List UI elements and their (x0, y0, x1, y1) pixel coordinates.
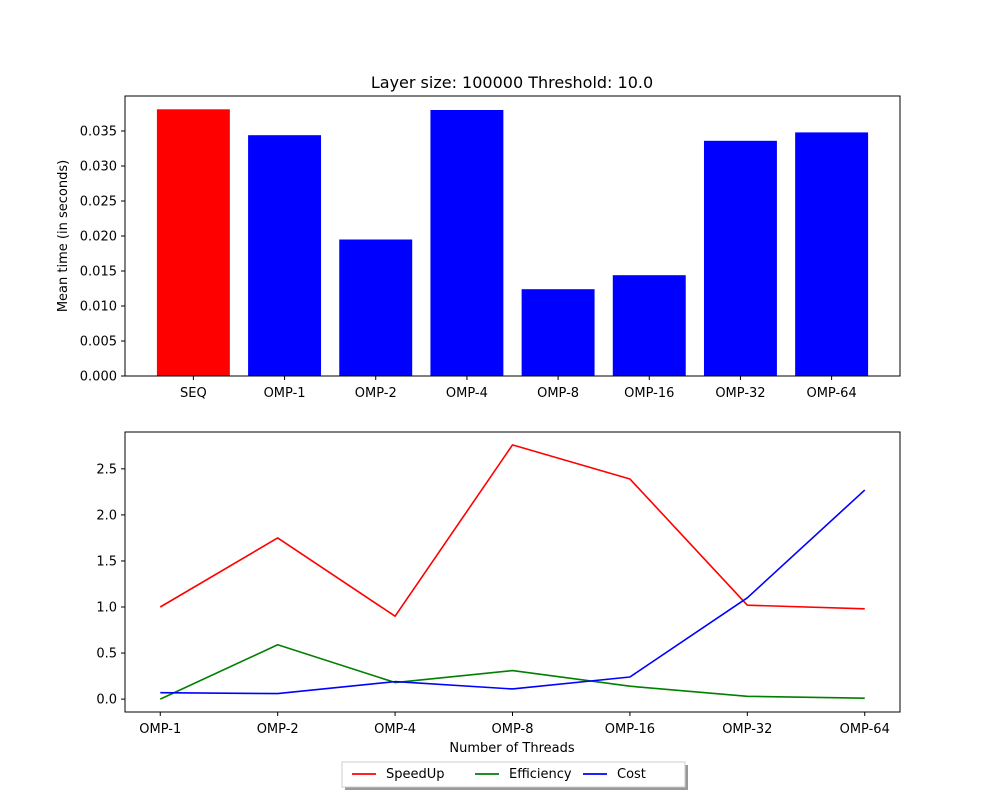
x-tick-label: SEQ (180, 386, 207, 401)
bar-series (156, 109, 869, 377)
line-series-group (159, 444, 866, 700)
y-tick-label: 1.0 (96, 601, 117, 616)
x-tick-label: OMP-32 (715, 386, 765, 401)
y-tick-label: 0.005 (80, 335, 117, 350)
bar-omp-4 (430, 110, 504, 376)
x-tick-label: OMP-1 (139, 722, 181, 737)
bar-omp-16 (612, 275, 686, 376)
line-chart-plot-frame (124, 431, 901, 713)
bar-omp-32 (703, 140, 777, 376)
bar-chart-y-ticks: 0.000 0.005 0.010 0.015 0.020 0.025 0.030 0.035 (80, 125, 125, 385)
bar-omp-8 (521, 289, 595, 376)
x-tick-label: OMP-64 (840, 722, 890, 737)
legend-label-cost: Cost (617, 767, 646, 782)
y-tick-label: 0.035 (80, 125, 117, 140)
bar-omp-64 (795, 132, 869, 376)
x-tick-label: OMP-16 (624, 386, 674, 401)
y-tick-label: 0.015 (80, 265, 117, 280)
y-tick-label: 0.5 (96, 647, 117, 662)
bar-omp-1 (248, 135, 322, 376)
line-chart-x-ticks: OMP-1 OMP-2 OMP-4 OMP-8 OMP-16 OMP-32 OMP-64 (139, 712, 890, 737)
y-tick-label: 2.5 (96, 462, 117, 477)
bar-chart-y-axis-label: Mean time (in seconds) (56, 160, 71, 312)
x-tick-label: OMP-4 (374, 722, 416, 737)
x-tick-label: OMP-64 (806, 386, 856, 401)
line-chart: 0.00.51.01.52.02.5 OMP-1 OMP-2 OMP-4 OMP-8 O… (96, 431, 901, 790)
y-tick-label: 1.5 (96, 554, 117, 569)
line-chart-x-axis-label: Number of Threads (449, 741, 574, 756)
series-line-cost (160, 489, 866, 695)
bar-seq (156, 109, 230, 377)
series-line-speedup (159, 444, 865, 618)
legend: SpeedUp Efficiency Cost (341, 761, 688, 790)
legend-label-speedup: SpeedUp (386, 767, 445, 782)
y-tick-label: 0.0 (96, 693, 117, 708)
y-tick-label: 0.020 (80, 230, 117, 245)
y-tick-label: 2.0 (96, 508, 117, 523)
x-tick-label: OMP-16 (605, 722, 655, 737)
y-tick-label: 0.025 (80, 195, 117, 210)
bar-chart-plot-frame (124, 95, 901, 377)
legend-box (341, 761, 686, 788)
y-tick-label: 0.010 (80, 300, 117, 315)
x-tick-label: OMP-2 (355, 386, 397, 401)
bar-chart: Layer size: 100000 Threshold: 10.0 Mean … (56, 73, 901, 401)
x-tick-label: OMP-8 (492, 722, 534, 737)
bar-chart-x-ticks: SEQ OMP-1 OMP-2 OMP-4 OMP-8 OMP-16 OMP-32 OMP-6… (180, 376, 857, 401)
x-tick-label: OMP-4 (446, 386, 488, 401)
y-tick-label: 0.000 (80, 370, 117, 385)
x-tick-label: OMP-32 (722, 722, 772, 737)
bar-omp-2 (339, 239, 413, 376)
x-tick-label: OMP-1 (264, 386, 306, 401)
series-line-efficiency (159, 643, 865, 700)
y-tick-label: 0.030 (80, 160, 117, 175)
legend-label-efficiency: Efficiency (509, 767, 572, 782)
bar-chart-title: Layer size: 100000 Threshold: 10.0 (371, 73, 653, 92)
x-tick-label: OMP-8 (537, 386, 579, 401)
line-chart-y-ticks: 0.0 0.5 1.0 1.5 2.0 2.5 (96, 462, 125, 708)
x-tick-label: OMP-2 (257, 722, 299, 737)
